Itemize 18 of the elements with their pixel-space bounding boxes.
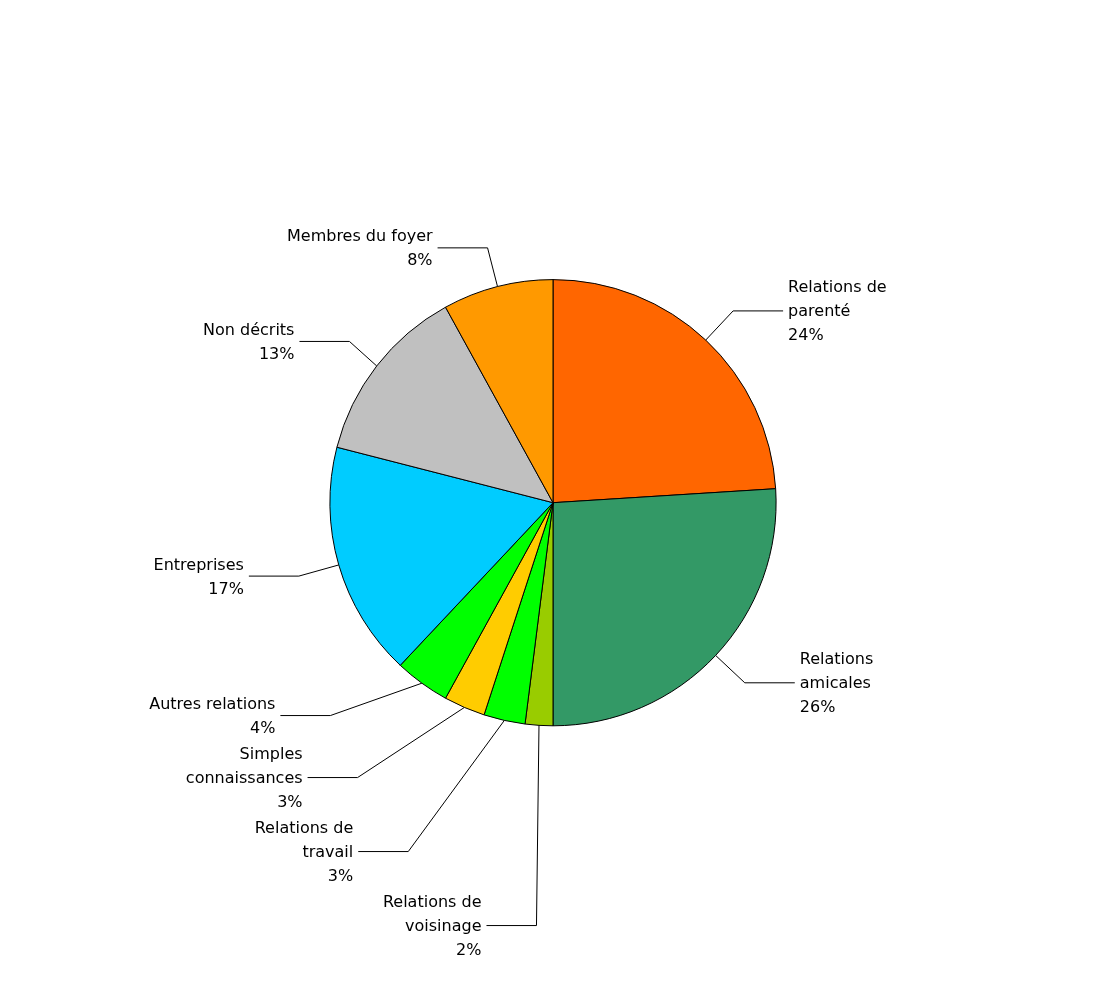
slice-label: Simples connaissances bbox=[185, 744, 303, 788]
data-label: 24% bbox=[788, 325, 824, 345]
data-label: 13% bbox=[258, 343, 295, 363]
slice-label: Relations de travail bbox=[254, 818, 354, 862]
slice-label: Relations amicales bbox=[799, 649, 874, 693]
data-label: 26% bbox=[799, 697, 836, 717]
slice-label: Autres relations bbox=[149, 694, 276, 714]
slice-label: Membres du foyer bbox=[286, 226, 433, 246]
slice-label: Relations de parenté bbox=[788, 277, 887, 321]
data-label: 17% bbox=[208, 578, 244, 598]
slice-label: Relations de voisinage bbox=[382, 892, 482, 936]
data-label: 3% bbox=[327, 866, 354, 886]
slice-label: Entreprises bbox=[153, 554, 244, 574]
data-label: 4% bbox=[250, 718, 276, 738]
data-label: 2% bbox=[456, 940, 482, 960]
data-label: 3% bbox=[277, 792, 303, 812]
slice-label: Non décrits bbox=[203, 319, 295, 339]
data-label: 8% bbox=[407, 250, 433, 270]
